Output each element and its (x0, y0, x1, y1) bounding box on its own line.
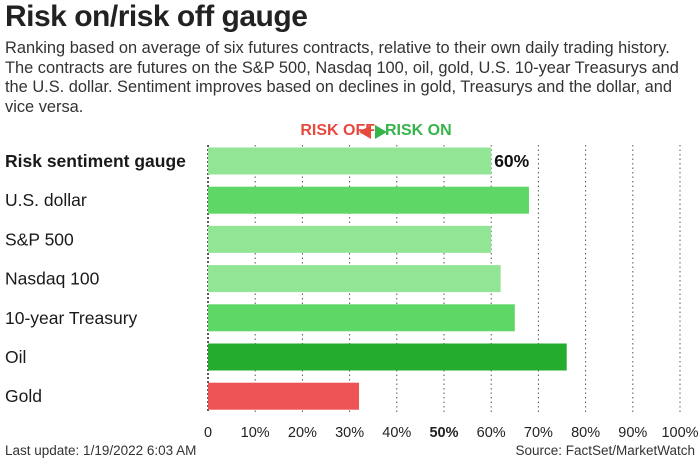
x-tick-label: 0 (204, 425, 212, 441)
bar (208, 382, 360, 410)
x-tick-label: 60% (477, 425, 506, 441)
x-tick-label: 20% (288, 425, 317, 441)
category-label: 10-year Treasury (5, 308, 138, 328)
category-label: Nasdaq 100 (5, 269, 100, 289)
category-label-layer: Risk sentiment gauge 60% U.S. dollar S&P 50… (5, 151, 530, 406)
right-arrow-icon (375, 125, 387, 139)
bar (208, 343, 567, 371)
bar (208, 186, 529, 214)
x-tick-label: 30% (335, 425, 364, 441)
category-label: Oil (5, 347, 26, 367)
left-arrow-icon (359, 125, 371, 139)
category-label: Gold (5, 386, 42, 406)
risk-legend: RISK OFF RISK ON (0, 122, 700, 144)
category-label: S&P 500 (5, 229, 74, 249)
risk-off-label: RISK OFF (300, 122, 375, 139)
bar-layer (208, 147, 567, 410)
source-credit: Source: FactSet/MarketWatch (515, 443, 695, 458)
risk-on-label: RISK ON (385, 122, 452, 139)
bar-value-label: 60% (494, 151, 529, 171)
x-tick-label: 90% (618, 425, 647, 441)
x-tick-label: 50% (429, 425, 458, 441)
category-label: U.S. dollar (5, 190, 87, 210)
x-tick-label: 40% (382, 425, 411, 441)
bar (208, 225, 492, 253)
x-tick-label: 80% (571, 425, 600, 441)
bar (208, 304, 515, 332)
x-tick-label: 70% (524, 425, 553, 441)
chart-subtitle: Ranking based on average of six futures … (5, 39, 679, 116)
x-tick-label: 10% (241, 425, 270, 441)
last-update: Last update: 1/19/2022 6:03 AM (5, 443, 197, 458)
bar (208, 265, 501, 293)
x-tick-label: 100% (661, 425, 698, 441)
bar (208, 147, 492, 175)
category-label: Risk sentiment gauge (5, 151, 186, 171)
tick-label-layer: 0 10% 20% 30% 40% 50% 60% 70% 80% 90% 100% (204, 425, 699, 441)
chart-title: Risk on/risk off gauge (5, 0, 308, 33)
